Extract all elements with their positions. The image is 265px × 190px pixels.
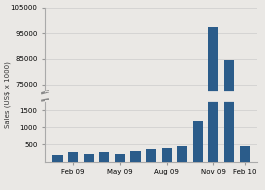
Bar — [99, 152, 109, 162]
Bar — [224, 60, 234, 190]
Bar — [115, 154, 125, 162]
Bar — [130, 151, 140, 162]
Bar — [224, 0, 234, 162]
Bar — [68, 152, 78, 162]
Bar — [193, 121, 203, 162]
Bar — [162, 148, 172, 161]
Bar — [240, 146, 250, 162]
Text: Sales (US$ x 1000): Sales (US$ x 1000) — [5, 62, 11, 128]
Bar — [208, 27, 218, 190]
Bar — [146, 149, 156, 162]
Bar — [208, 0, 218, 162]
Bar — [52, 155, 63, 162]
Bar — [177, 146, 187, 162]
Bar — [84, 154, 94, 162]
